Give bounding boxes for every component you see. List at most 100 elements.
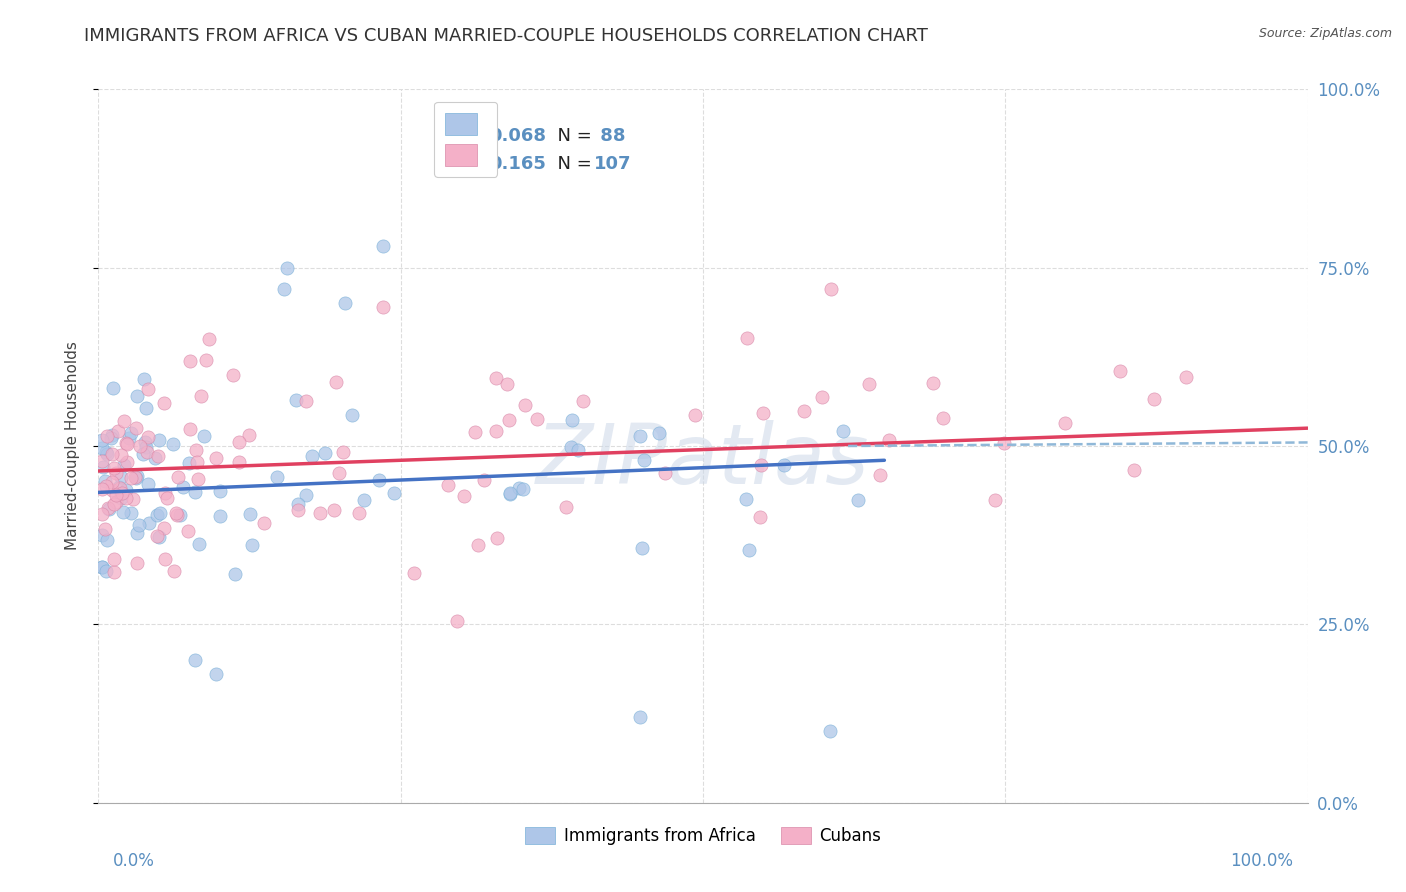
- Point: [295, 488, 318, 502]
- Point: [932, 410, 955, 425]
- Point: [100, 483, 122, 497]
- Point: [101, 427, 124, 442]
- Point: [94, 564, 117, 578]
- Point: [103, 552, 125, 566]
- Point: [166, 508, 188, 523]
- Point: [172, 480, 194, 494]
- Point: [179, 422, 201, 436]
- Point: [103, 460, 125, 475]
- Point: [922, 376, 945, 390]
- Point: [793, 404, 815, 418]
- Text: 107: 107: [595, 155, 631, 173]
- Point: [846, 492, 869, 507]
- Point: [567, 443, 589, 458]
- Point: [138, 477, 160, 491]
- Point: [91, 460, 114, 475]
- Point: [228, 435, 250, 450]
- Point: [91, 560, 114, 574]
- Point: [111, 505, 134, 519]
- Point: [266, 470, 288, 484]
- Point: [499, 485, 522, 500]
- Point: [128, 439, 150, 453]
- Point: [571, 394, 593, 409]
- Point: [287, 497, 309, 511]
- Point: [325, 375, 347, 389]
- Text: N =: N =: [546, 155, 598, 173]
- Point: [183, 653, 205, 667]
- Point: [148, 529, 170, 543]
- Y-axis label: Married-couple Households: Married-couple Households: [65, 342, 80, 550]
- Point: [125, 421, 148, 435]
- Point: [735, 491, 758, 506]
- Point: [773, 458, 796, 473]
- Point: [738, 542, 761, 557]
- Point: [110, 491, 132, 505]
- Point: [496, 376, 519, 391]
- Point: [94, 522, 117, 536]
- Point: [105, 488, 128, 502]
- Point: [193, 428, 215, 442]
- Point: [169, 508, 191, 523]
- Point: [633, 453, 655, 467]
- Point: [149, 506, 172, 520]
- Point: [295, 394, 318, 409]
- Point: [115, 435, 138, 450]
- Point: [110, 470, 132, 484]
- Text: R =: R =: [443, 155, 482, 173]
- Text: N =: N =: [546, 127, 598, 145]
- Point: [143, 450, 166, 465]
- Point: [195, 353, 218, 368]
- Point: [165, 506, 187, 520]
- Point: [253, 516, 276, 530]
- Point: [373, 300, 395, 314]
- Point: [91, 441, 114, 455]
- Point: [136, 382, 159, 396]
- Point: [287, 503, 309, 517]
- Point: [1143, 392, 1166, 406]
- Point: [654, 466, 676, 480]
- Point: [103, 497, 125, 511]
- Point: [190, 389, 212, 403]
- Point: [138, 429, 160, 443]
- Point: [382, 486, 405, 500]
- Point: [276, 260, 298, 275]
- Point: [309, 507, 332, 521]
- Point: [134, 434, 156, 449]
- Point: [333, 296, 356, 310]
- Point: [110, 481, 132, 495]
- Point: [100, 431, 122, 445]
- Point: [240, 537, 263, 551]
- Point: [187, 472, 209, 486]
- Point: [498, 413, 520, 427]
- Point: [820, 282, 842, 296]
- Point: [152, 396, 174, 410]
- Point: [647, 426, 669, 441]
- Point: [1109, 364, 1132, 378]
- Point: [560, 440, 582, 454]
- Point: [94, 474, 117, 488]
- Point: [239, 507, 262, 521]
- Point: [146, 529, 169, 543]
- Point: [136, 445, 159, 459]
- Text: ZIPatlas: ZIPatlas: [536, 420, 870, 500]
- Point: [121, 491, 143, 506]
- Point: [94, 445, 117, 459]
- Point: [832, 424, 855, 438]
- Point: [96, 429, 118, 443]
- Point: [162, 436, 184, 450]
- Point: [749, 458, 772, 472]
- Point: [1122, 463, 1144, 477]
- Point: [104, 495, 127, 509]
- Point: [993, 436, 1015, 450]
- Point: [810, 390, 832, 404]
- Point: [858, 377, 880, 392]
- Point: [464, 425, 486, 439]
- Point: [146, 449, 169, 463]
- Point: [91, 433, 114, 447]
- Legend: Immigrants from Africa, Cubans: Immigrants from Africa, Cubans: [519, 820, 887, 852]
- Point: [146, 508, 169, 522]
- Point: [114, 491, 136, 505]
- Text: 0.068: 0.068: [489, 127, 546, 145]
- Point: [561, 413, 583, 427]
- Point: [467, 538, 489, 552]
